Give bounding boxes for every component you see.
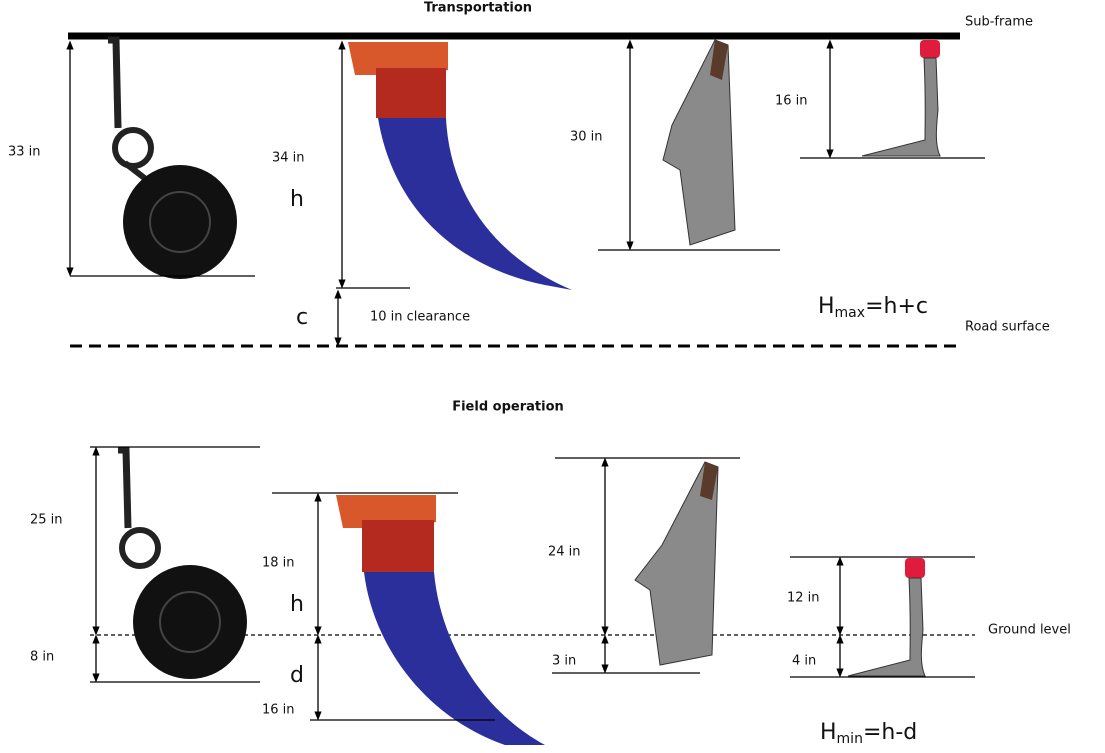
dimension-label: 12 in	[787, 591, 820, 606]
dimension-label: 34 in	[272, 151, 305, 166]
h-label: h	[290, 592, 304, 617]
formula-symbol: H	[820, 720, 837, 745]
shovel-shank	[663, 40, 735, 245]
c-label: c	[296, 305, 308, 330]
diagram: Transportation Sub-frame 33 in 34 in h c…	[0, 0, 1105, 753]
formula-symbol: H	[818, 294, 835, 319]
formula-rest: =h-d	[863, 720, 917, 745]
subsoil-shank	[336, 495, 545, 745]
d-label: d	[290, 663, 304, 688]
dimension-label: 3 in	[552, 654, 576, 669]
section-title: Field operation	[452, 400, 564, 415]
dimension-label: 30 in	[570, 130, 603, 145]
shovel-shank	[635, 462, 718, 665]
frame-label: Sub-frame	[965, 15, 1033, 30]
dimension-label: 18 in	[262, 556, 295, 571]
formula: Hmin=h-d	[820, 720, 917, 747]
formula-subscript: min	[837, 731, 863, 747]
formula-subscript: max	[835, 305, 866, 321]
dimension-label: 25 in	[30, 513, 63, 528]
dimension-label: 16 in	[775, 94, 808, 109]
ground-label: Ground level	[988, 623, 1071, 638]
clearance-label: 10 in clearance	[370, 310, 470, 325]
section-title: Transportation	[424, 1, 532, 16]
dimension-label: 24 in	[548, 545, 581, 560]
dimension-label: 33 in	[8, 145, 41, 160]
sweep-shank	[862, 40, 940, 156]
subsoil-shank	[348, 42, 572, 290]
dimension-label: 4 in	[792, 654, 816, 669]
road-label: Road surface	[965, 320, 1050, 335]
coil-tine	[118, 450, 247, 679]
formula-rest: =h+c	[865, 294, 928, 319]
dimension-label: 16 in	[262, 703, 295, 718]
formula: Hmax=h+c	[818, 294, 928, 321]
h-label: h	[290, 187, 304, 212]
coil-tine	[108, 40, 237, 279]
sweep-shank	[848, 558, 925, 676]
dimension-label: 8 in	[30, 650, 54, 665]
